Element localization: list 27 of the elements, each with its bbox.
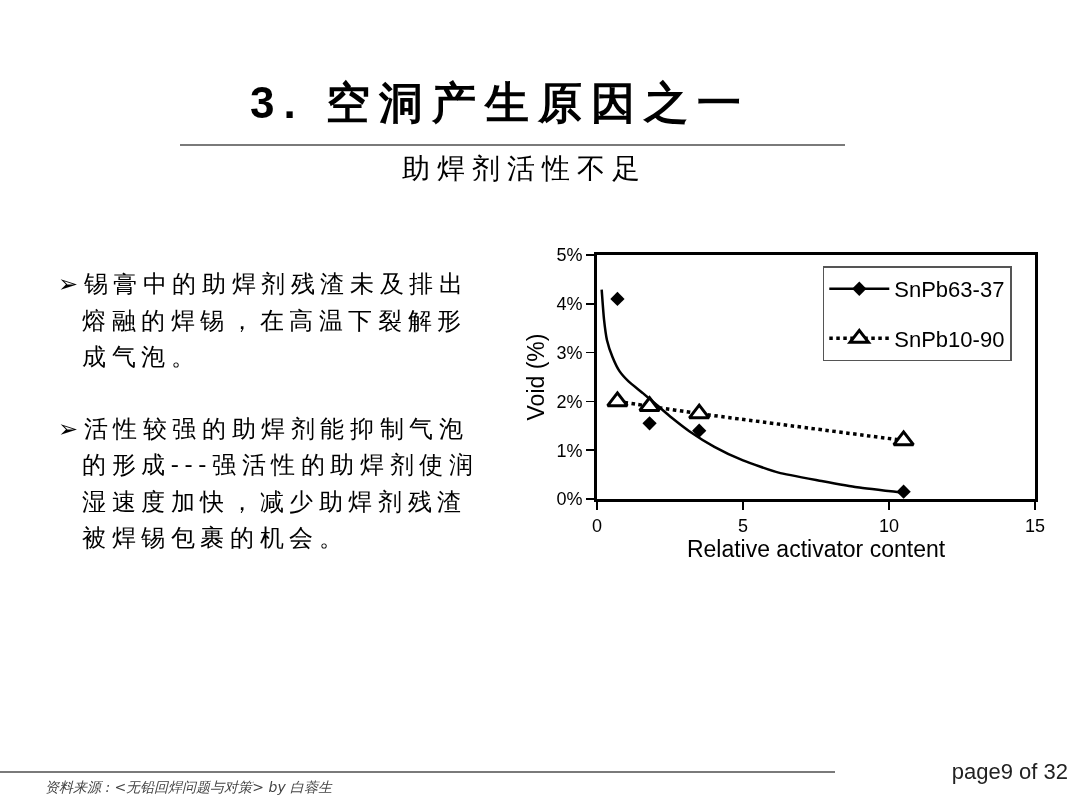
point	[892, 430, 915, 447]
x-axis-title: Relative activator content	[686, 535, 946, 562]
x-tick-label: 0	[591, 515, 603, 536]
y-tick-label: 4%	[556, 294, 583, 315]
point	[692, 423, 707, 438]
y-tick-label: 2%	[556, 391, 583, 412]
x-tick-label: 10	[878, 515, 900, 536]
chart-title: 3. 空洞产生原因之一	[249, 77, 751, 129]
point	[610, 291, 625, 307]
y-tick-label: 3%	[556, 342, 583, 363]
point	[642, 416, 657, 431]
text: ➢活性较强的助焊剂能抑制气泡的形成---强活性的助焊剂使润湿速度加快，减少助焊剂残渣被焊锡包裹的机会。	[58, 413, 480, 554]
y-tick-label: 5%	[556, 245, 583, 266]
x-tick-label: 5	[737, 515, 749, 536]
x-tick-label: 15	[1024, 515, 1046, 536]
y-axis-title: Void (%)	[522, 333, 549, 421]
text: page9 of 32	[951, 759, 1068, 785]
text: ➢锡膏中的助焊剂残渣未及排出熔融的焊锡，在高温下裂解形成气泡。	[58, 269, 470, 373]
point	[606, 391, 629, 408]
legend-label: SnPb63-37	[894, 277, 1005, 303]
text: 资料来源 : <无铅回焊问题与对策> by 白蓉生	[45, 779, 333, 797]
point	[638, 396, 661, 413]
y-tick-label: 0%	[556, 489, 583, 510]
y-tick-label: 1%	[556, 440, 583, 461]
chart-subtitle: 助焊剂活性不足	[400, 151, 648, 187]
point	[687, 403, 711, 420]
legend-label: SnPb10-90	[894, 326, 1005, 352]
